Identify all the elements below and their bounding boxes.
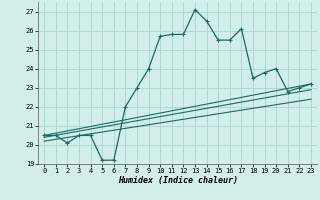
X-axis label: Humidex (Indice chaleur): Humidex (Indice chaleur) (118, 176, 238, 185)
